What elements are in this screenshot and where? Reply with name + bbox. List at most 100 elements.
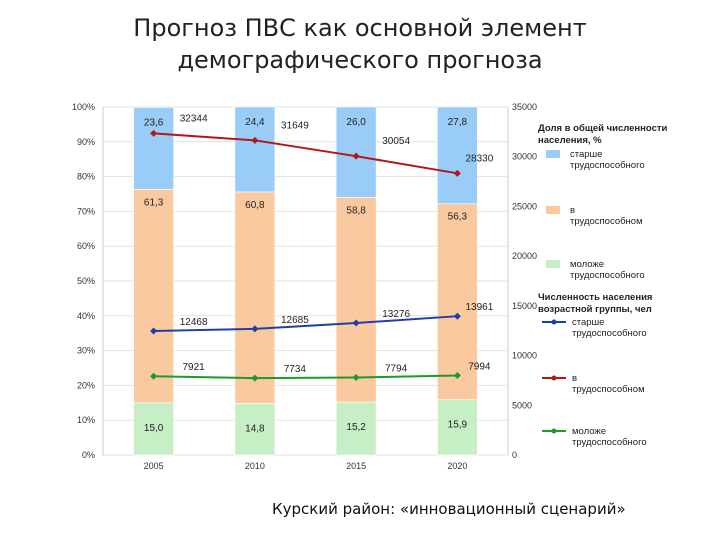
bar-segment [234,403,276,456]
series-point [251,325,259,333]
bar-data-label: 27,8 [448,117,468,128]
right-axis-tick-label: 15000 [512,301,537,311]
series-point [150,129,158,137]
left-axis-tick-label: 60% [77,241,95,251]
series-point [453,169,461,177]
line-data-label: 32344 [180,113,208,124]
line-data-label: 7921 [183,362,206,373]
title-line-1: Прогноз ПВС как основной элемент [133,14,587,42]
bar-data-label: 26,0 [346,117,366,128]
left-axis-tick-label: 70% [77,206,95,216]
line-data-label: 7734 [284,364,307,375]
line-data-label: 12468 [180,317,208,328]
right-axis-tick-label: 35000 [512,102,537,112]
page-title: Прогноз ПВС как основной элемент демогра… [0,12,720,76]
bar-segment [133,189,174,404]
legend-swatch [546,260,560,268]
bar-segment [335,106,377,198]
legend-title: Численность населения [538,292,652,303]
bar-data-label: 14,8 [245,423,265,434]
legend-item-label: трудоспособного [572,437,647,448]
left-axis-tick-label: 50% [77,276,95,286]
series-point [453,312,461,320]
bar-segment [335,401,377,456]
bar-segment [335,197,377,403]
series-line [153,374,458,380]
bar-data-label: 23,6 [144,117,164,128]
legend-item-label: трудоспособного [570,270,645,281]
caption: Курский район: «инновационный сценарий» [272,500,626,518]
x-axis-tick-label: 2005 [144,461,164,471]
bar-data-label: 58,8 [346,205,366,216]
legend-item-label: в [570,205,575,216]
bar-segment [234,191,276,404]
left-axis-tick-label: 90% [77,137,95,147]
x-axis-tick-label: 2015 [346,461,366,471]
bar-data-label: 15,0 [144,423,164,434]
left-axis-tick-label: 30% [77,346,95,356]
series-point [251,136,259,144]
legend-swatch [546,150,560,158]
bar-segment [437,106,478,205]
left-axis-tick-label: 10% [77,415,95,425]
x-axis-tick-label: 2010 [245,461,265,471]
series-line [153,315,458,333]
line-data-label: 13961 [465,302,493,313]
series-point [352,319,360,327]
legend-item-label: трудоспособного [570,160,645,171]
series-point [352,152,360,160]
legend-swatch [546,206,560,214]
bar-data-label: 15,9 [448,420,468,431]
legend-item-label: старше [572,317,604,328]
series-point [251,374,259,382]
right-axis-tick-label: 20000 [512,251,537,261]
x-axis-tick-label: 2020 [447,461,467,471]
line-data-label: 12685 [281,315,309,326]
series-point [352,374,360,382]
legend-item-label: трудоспособном [570,216,643,227]
line-data-label: 28330 [465,153,493,164]
legend-item-label: моложе [572,426,606,437]
bar-data-label: 24,4 [245,117,265,128]
legend-title: возрастной группы, чел [538,304,652,315]
bar-data-label: 61,3 [144,197,164,208]
bar-data-label: 60,8 [245,200,265,211]
right-axis-tick-label: 0 [512,450,517,460]
title-line-2: демографического прогноза [177,46,543,74]
line-data-label: 13276 [382,309,410,320]
right-axis-tick-label: 10000 [512,351,537,361]
legend-marker [551,319,557,325]
line-data-label: 7794 [385,364,408,375]
bar-segment [133,107,174,190]
series-point [453,372,461,380]
legend-item-label: трудоспособного [572,328,647,339]
left-axis-tick-label: 40% [77,311,95,321]
bar-segment [133,402,174,456]
line-data-label: 30054 [382,136,410,147]
legend-item-label: трудоспособном [572,384,645,395]
legend-item-label: в [572,373,577,384]
series-line [153,132,458,175]
left-axis-tick-label: 80% [77,172,95,182]
bar-segment [437,399,478,456]
right-axis-tick-label: 30000 [512,152,537,162]
legend-title: населения, % [538,135,602,146]
legend-marker [551,428,557,434]
bar-data-label: 56,3 [448,212,468,223]
left-axis-tick-label: 20% [77,380,95,390]
bar-data-label: 15,2 [346,422,366,433]
line-data-label: 7994 [468,362,491,373]
series-point [150,372,158,380]
legend-item-label: старше [570,149,602,160]
legend-marker [551,375,557,381]
bar-segment [437,203,478,400]
right-axis-tick-label: 25000 [512,201,537,211]
left-axis-tick-label: 0% [82,450,95,460]
right-axis-tick-label: 5000 [512,400,532,410]
series-point [150,327,158,335]
line-data-label: 31649 [281,120,309,131]
legend-title: Доля в общей численности [538,123,668,134]
left-axis-tick-label: 100% [72,102,95,112]
legend-item-label: моложе [570,259,604,270]
